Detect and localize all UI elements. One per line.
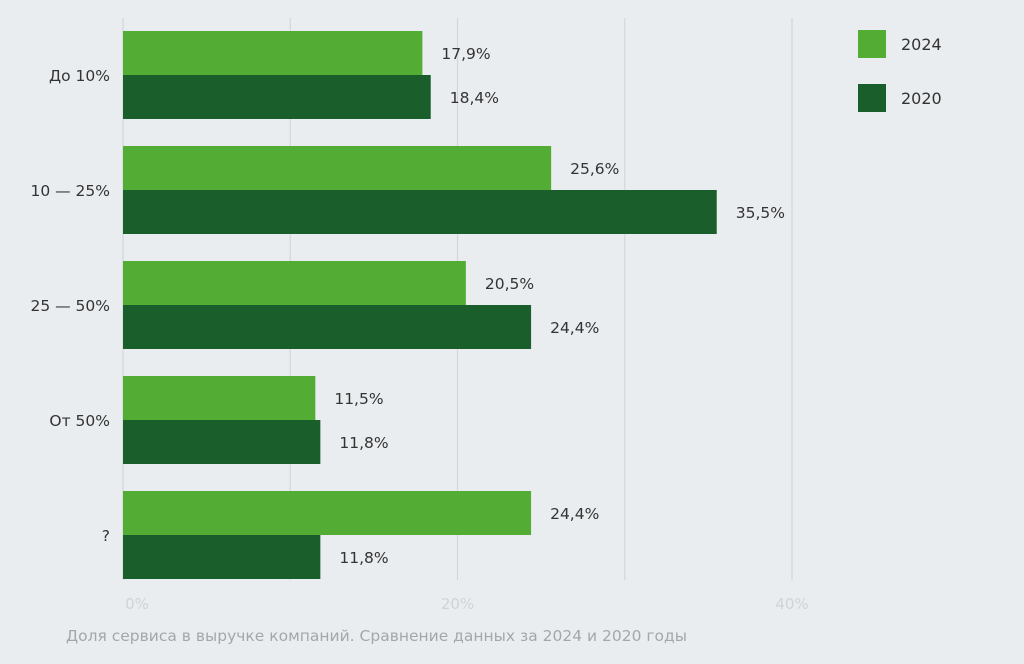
bar-2024 xyxy=(123,146,552,190)
bar-2024 xyxy=(123,31,423,75)
category-label: До 10% xyxy=(49,67,110,85)
data-label: 25,6% xyxy=(570,160,619,178)
bar-2020 xyxy=(123,420,321,464)
bar-2024 xyxy=(123,376,316,420)
bars: 17,9% 18,4% 25,6% 35,5% 20,5% 24,4% 11,5% 11,8%… xyxy=(123,31,785,579)
data-label: 24,4% xyxy=(550,319,599,337)
x-tick-label: 40% xyxy=(775,595,808,613)
data-label: 11,5% xyxy=(334,390,383,408)
legend-swatch-2024 xyxy=(858,30,886,58)
data-label: 20,5% xyxy=(485,275,534,293)
data-label: 18,4% xyxy=(450,89,499,107)
x-tick-labels: 0% 20% 40% xyxy=(125,595,809,613)
legend-swatch-2020 xyxy=(858,84,886,112)
data-label: 11,8% xyxy=(339,549,388,567)
bar-2024 xyxy=(123,261,466,305)
x-tick-label: 0% xyxy=(125,595,149,613)
data-label: 24,4% xyxy=(550,505,599,523)
bar-2020 xyxy=(123,190,717,234)
data-label: 17,9% xyxy=(441,45,490,63)
chart-caption: Доля сервиса в выручке компаний. Сравнен… xyxy=(66,627,687,645)
category-label: 10 — 25% xyxy=(30,182,110,200)
data-label: 35,5% xyxy=(736,204,785,222)
legend-label: 2024 xyxy=(901,35,942,54)
bar-2020 xyxy=(123,535,321,579)
bar-2024 xyxy=(123,491,532,535)
bar-2020 xyxy=(123,75,431,119)
bar-2020 xyxy=(123,305,532,349)
data-label: 11,8% xyxy=(339,434,388,452)
legend: 2024 2020 xyxy=(858,30,942,112)
x-tick-label: 20% xyxy=(441,595,474,613)
legend-label: 2020 xyxy=(901,89,942,108)
category-label: От 50% xyxy=(49,412,110,430)
category-labels: До 10% 10 — 25% 25 — 50% От 50%? xyxy=(30,67,110,545)
category-label: 25 — 50% xyxy=(30,297,110,315)
category-label: ? xyxy=(102,527,110,545)
